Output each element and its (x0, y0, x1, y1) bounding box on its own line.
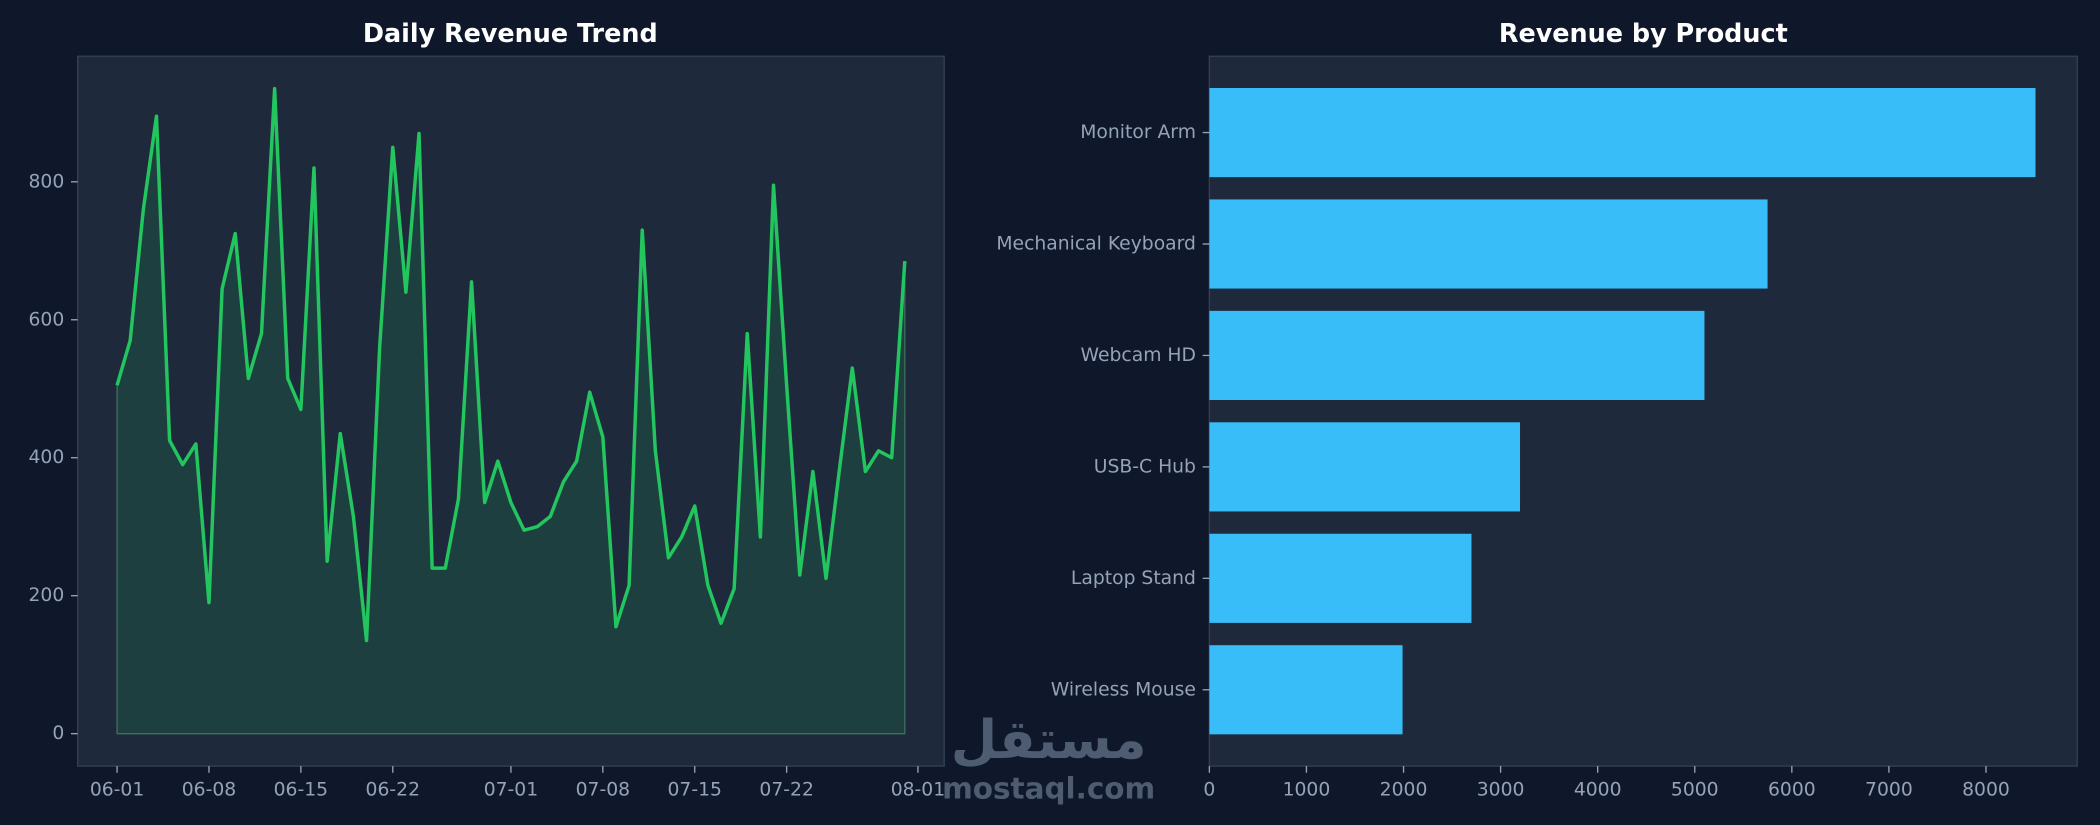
bar (1209, 533, 1472, 623)
bar (1209, 199, 1768, 289)
chart-title: Daily Revenue Trend (363, 18, 658, 48)
y-tick-label: 600 (28, 309, 64, 330)
y-tick-label: Webcam HD (1081, 345, 1196, 366)
y-tick-label: Laptop Stand (1071, 568, 1196, 589)
y-tick-label: 800 (28, 171, 64, 192)
y-tick-label: 400 (28, 447, 64, 468)
x-tick-label: 1000 (1283, 780, 1331, 801)
x-tick-label: 06-08 (182, 780, 236, 801)
x-tick-label: 4000 (1574, 780, 1622, 801)
y-tick-label: 0 (52, 723, 64, 744)
y-tick-label: Monitor Arm (1080, 122, 1196, 143)
watermark-logo: مستقل (951, 708, 1147, 771)
x-tick-label: 07-15 (668, 780, 722, 801)
x-tick-label: 0 (1203, 780, 1215, 801)
x-tick-label: 06-01 (90, 780, 144, 801)
x-tick-label: 06-15 (274, 780, 328, 801)
y-tick-label: 200 (28, 585, 64, 606)
line (115, 86, 907, 643)
x-tick-label: 7000 (1865, 780, 1913, 801)
bar (1209, 87, 2036, 178)
x-tick-label: 08-01 (891, 780, 945, 801)
watermark-site: mostaql.com (942, 772, 1155, 806)
y-tick-label: USB-C Hub (1094, 456, 1196, 477)
bar (1209, 645, 1403, 735)
bar (1209, 310, 1705, 401)
chart-title: Revenue by Product (1499, 18, 1788, 48)
x-tick-label: 06-22 (366, 780, 420, 801)
x-tick-label: 8000 (1962, 780, 2010, 801)
x-tick-label: 07-22 (759, 780, 813, 801)
x-tick-label: 07-01 (484, 780, 538, 801)
x-tick-label: 5000 (1671, 780, 1719, 801)
x-tick-label: 6000 (1768, 780, 1816, 801)
y-tick-label: Mechanical Keyboard (996, 233, 1196, 254)
bar (1209, 422, 1521, 512)
x-tick-label: 07-08 (576, 780, 630, 801)
x-tick-label: 3000 (1477, 780, 1525, 801)
y-tick-label: Wireless Mouse (1051, 679, 1196, 700)
x-tick-label: 2000 (1380, 780, 1428, 801)
plot-area (77, 55, 945, 767)
